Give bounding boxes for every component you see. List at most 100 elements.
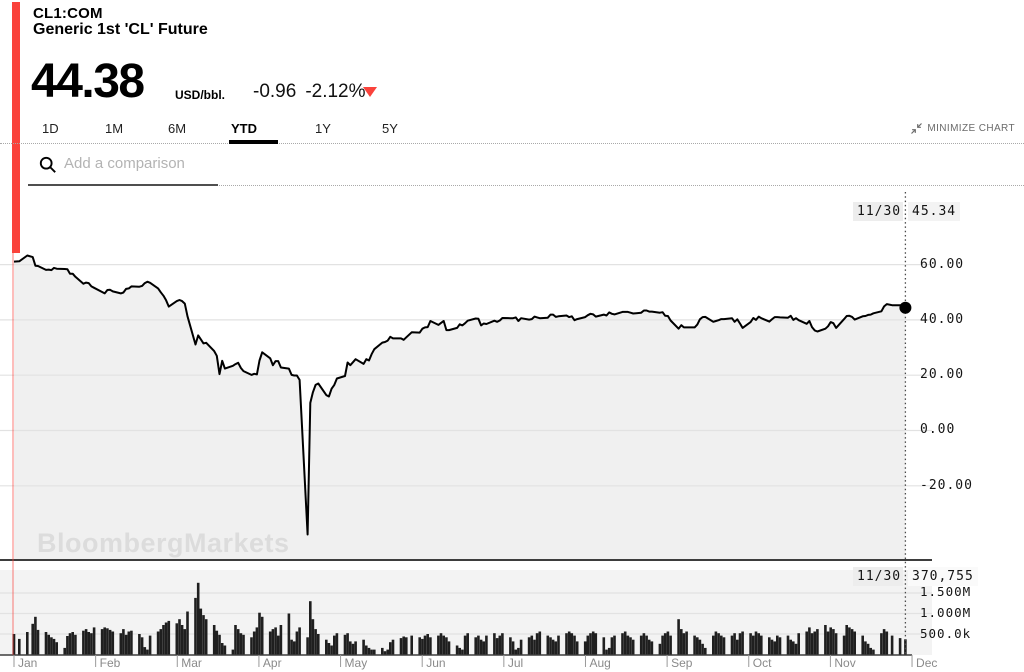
volume-bar bbox=[268, 631, 272, 655]
volume-bar bbox=[797, 633, 800, 655]
volume-bar bbox=[442, 635, 445, 655]
volume-bar bbox=[298, 627, 301, 655]
volume-bar bbox=[290, 639, 293, 655]
volume-bar bbox=[325, 639, 328, 655]
volume-bar bbox=[119, 633, 123, 655]
tab-5y[interactable]: 5Y bbox=[382, 121, 398, 136]
volume-bar bbox=[832, 629, 835, 655]
price-axis-label: 0.00 bbox=[920, 422, 956, 437]
volume-bar bbox=[351, 643, 355, 655]
volume-bar bbox=[100, 629, 104, 655]
volume-bar bbox=[242, 634, 245, 655]
volume-bar bbox=[482, 641, 485, 655]
volume-bar bbox=[866, 643, 870, 655]
volume-bar bbox=[423, 635, 427, 655]
volume-bar bbox=[333, 635, 336, 655]
volume-bar bbox=[418, 637, 421, 655]
volume-bar bbox=[789, 639, 792, 655]
volume-bar bbox=[445, 637, 448, 655]
volume-bar bbox=[712, 635, 715, 655]
volume-bar bbox=[84, 629, 88, 655]
volume-bar bbox=[829, 627, 832, 655]
volume-bar bbox=[55, 642, 58, 655]
price-unit: USD/bbl. bbox=[175, 88, 225, 102]
volume-bar bbox=[287, 613, 291, 655]
volume-bar bbox=[204, 619, 208, 655]
volume-bar bbox=[639, 635, 643, 655]
volume-bar bbox=[52, 638, 56, 655]
comparison-search-input[interactable] bbox=[62, 154, 266, 173]
chart-start-guide-line bbox=[12, 253, 14, 655]
volume-bar bbox=[834, 633, 838, 655]
tab-1d[interactable]: 1D bbox=[42, 121, 59, 136]
volume-bar bbox=[752, 635, 755, 655]
active-tab-underline bbox=[229, 140, 278, 144]
volume-bar bbox=[143, 647, 147, 655]
volume-bar bbox=[567, 631, 571, 655]
volume-bar bbox=[479, 639, 483, 655]
volume-bar bbox=[658, 643, 662, 655]
volume-bar bbox=[816, 629, 819, 655]
month-label-sep: Sep bbox=[671, 656, 693, 670]
volume-bar bbox=[140, 637, 144, 655]
volume-bar bbox=[402, 636, 405, 655]
volume-bar bbox=[477, 635, 480, 655]
volume-bar bbox=[255, 627, 259, 655]
volume-bar bbox=[274, 627, 277, 655]
volume-bar bbox=[239, 633, 243, 655]
volume-bar bbox=[546, 635, 550, 655]
month-label-dec: Dec bbox=[916, 656, 938, 670]
volume-bar bbox=[317, 634, 320, 655]
minimize-chart-button[interactable]: MINIMIZE CHART bbox=[911, 123, 1015, 134]
volume-bar bbox=[354, 641, 357, 655]
volume-bar bbox=[12, 634, 16, 655]
volume-bar bbox=[194, 597, 197, 655]
tab-1y[interactable]: 1Y bbox=[315, 121, 331, 136]
ticker-symbol: CL1:COM bbox=[33, 5, 103, 22]
tab-1m[interactable]: 1M bbox=[105, 121, 124, 136]
volume-bar bbox=[663, 633, 667, 655]
volume-bar bbox=[365, 645, 368, 655]
volume-bar bbox=[196, 582, 200, 655]
volume-bar bbox=[44, 632, 48, 655]
volume-bar bbox=[447, 641, 451, 655]
volume-bar bbox=[869, 647, 872, 655]
volume-bar bbox=[292, 641, 296, 655]
volume-bar bbox=[138, 634, 141, 655]
down-triangle-icon bbox=[363, 87, 377, 97]
volume-bar bbox=[623, 631, 627, 655]
volume-bar bbox=[349, 641, 352, 655]
tab-6m[interactable]: 6M bbox=[168, 121, 187, 136]
volume-bar bbox=[701, 643, 704, 655]
volume-bar bbox=[311, 619, 315, 655]
volume-bar bbox=[776, 635, 779, 655]
volume-bar bbox=[31, 623, 34, 655]
volume-bar bbox=[647, 639, 651, 655]
price-axis-label: 20.00 bbox=[920, 367, 965, 382]
volume-bar bbox=[148, 635, 152, 655]
volume-bar bbox=[904, 639, 907, 655]
volume-axis-label: 500.0k bbox=[920, 626, 972, 641]
volume-bar bbox=[898, 638, 902, 655]
volume-bar bbox=[717, 633, 720, 655]
volume-bar bbox=[610, 637, 614, 655]
volume-bar bbox=[749, 633, 752, 655]
tab-ytd[interactable]: YTD bbox=[231, 121, 257, 136]
volume-bar bbox=[511, 641, 515, 655]
volume-bar bbox=[696, 637, 699, 655]
volume-bar bbox=[565, 633, 568, 655]
volume-bar bbox=[845, 625, 848, 655]
volume-bar bbox=[122, 629, 125, 655]
volume-bar bbox=[792, 641, 795, 655]
volume-bar bbox=[186, 611, 189, 655]
volume-bar bbox=[279, 625, 283, 655]
volume-bar bbox=[36, 629, 40, 655]
volume-bar bbox=[405, 637, 408, 655]
volume-bar bbox=[575, 641, 579, 655]
volume-bar bbox=[805, 631, 808, 655]
change-absolute: -0.96 bbox=[253, 81, 297, 102]
volume-bar bbox=[607, 647, 611, 655]
volume-bar bbox=[474, 637, 477, 655]
volume-bar bbox=[381, 647, 384, 655]
